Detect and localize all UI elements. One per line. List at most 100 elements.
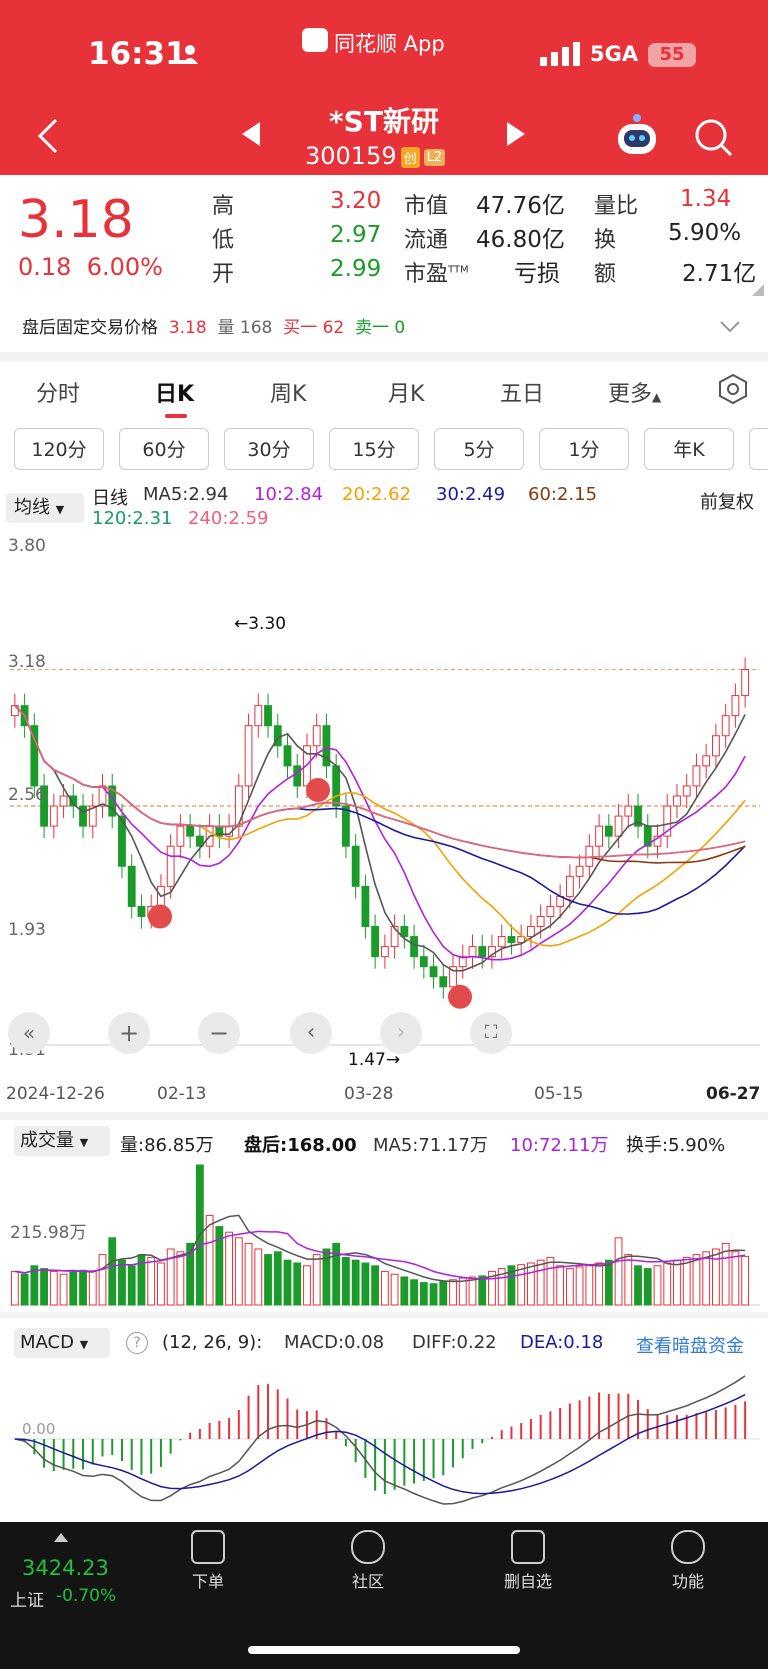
diff-value: DIFF:0.22 [412, 1332, 497, 1353]
tab-daily-k[interactable]: 日K [155, 382, 195, 407]
fullscreen-button[interactable]: ⛶ [470, 1012, 512, 1054]
volume-bar [205, 1214, 214, 1306]
tab-five-day[interactable]: 五日 [500, 382, 545, 407]
period-60min[interactable]: 60分 [119, 428, 209, 470]
period-year-k[interactable]: 年K [644, 428, 734, 470]
candle-body [371, 926, 380, 958]
volume-chart[interactable] [0, 1160, 768, 1310]
ma120-value: 120:2.31 [92, 508, 173, 529]
volume-bar [49, 1270, 58, 1306]
candle-body [380, 946, 389, 958]
community-button[interactable]: 社区 [308, 1530, 428, 1592]
open-value: 2.99 [330, 256, 382, 282]
volume-bar [127, 1265, 136, 1306]
battery-icon: 55 [648, 43, 696, 67]
candle-body [458, 956, 467, 968]
functions-button[interactable]: 功能 [628, 1530, 748, 1592]
tab-monthly-k[interactable]: 月K [388, 382, 425, 407]
app-name: 同花顺 App [334, 32, 445, 56]
volume-bar [264, 1254, 272, 1306]
order-label: 下单 [191, 1572, 224, 1591]
ma30-value: 30:2.49 [436, 484, 506, 505]
search-icon[interactable] [694, 118, 734, 162]
amount-value: 2.71亿 [682, 261, 757, 287]
period-more[interactable] [749, 428, 768, 470]
period-5min[interactable]: 5分 [434, 428, 524, 470]
candle-body [88, 805, 97, 827]
mktcap-label: 市值 [404, 194, 449, 219]
settings-icon[interactable] [718, 373, 748, 408]
network-type: 5GA [590, 42, 639, 66]
back-icon[interactable] [36, 118, 60, 158]
macd-params: (12, 26, 9): [162, 1332, 263, 1353]
person-icon [181, 44, 199, 64]
candle-body [234, 785, 243, 827]
period-120min[interactable]: 120分 [14, 428, 104, 470]
tab-weekly-k[interactable]: 周K [270, 382, 307, 407]
candle-body [293, 765, 302, 787]
next-stock-icon[interactable] [505, 122, 525, 150]
candle-body [254, 705, 263, 727]
candle-body [312, 725, 321, 747]
remove-watchlist-button[interactable]: 删自选 [468, 1530, 588, 1592]
volume-after-hours: 盘后:168.00 [244, 1135, 357, 1156]
chevron-down-icon[interactable] [720, 318, 740, 337]
signal-duo-marker [148, 904, 172, 929]
volume-bar [59, 1273, 68, 1306]
ma-selector[interactable]: 均线 ▼ [6, 493, 84, 523]
volume-ma5: MA5:71.17万 [373, 1135, 488, 1156]
volume-bar [225, 1231, 233, 1306]
pan-right-button[interactable]: › [380, 1012, 422, 1054]
order-button[interactable]: 下单 [148, 1530, 268, 1592]
signal-duo-marker [448, 984, 472, 1009]
candle-body [682, 785, 691, 797]
divider [0, 352, 768, 362]
volume-bar [585, 1265, 594, 1306]
period-15min[interactable]: 15分 [329, 428, 419, 470]
amount-label: 额 [594, 262, 617, 287]
prev-stock-icon[interactable] [242, 122, 262, 150]
volume-ma10: 10:72.11万 [510, 1135, 609, 1156]
candle-body [712, 735, 720, 757]
macd-selector[interactable]: MACD ▼ [14, 1328, 110, 1358]
help-icon[interactable]: ? [126, 1332, 148, 1354]
zoom-out-button[interactable]: − [198, 1012, 240, 1054]
volume-bar [702, 1251, 711, 1306]
candle-body [264, 705, 272, 727]
period-1min[interactable]: 1分 [539, 428, 629, 470]
candle-body [634, 805, 642, 827]
functions-label: 功能 [671, 1572, 704, 1591]
volume-bar [30, 1265, 39, 1306]
candle-body [49, 805, 58, 827]
adjust-mode[interactable]: 前复权 [700, 492, 754, 513]
macd-chart[interactable] [0, 1364, 768, 1514]
board-tag: 创 [400, 146, 420, 168]
volume-bar [20, 1273, 29, 1306]
volume-bar [361, 1262, 370, 1306]
volume-bar [488, 1270, 496, 1306]
x-tick-3: 03-28 [344, 1084, 394, 1104]
tab-more[interactable]: 更多▲ [608, 376, 661, 408]
rewind-button[interactable]: « [8, 1012, 50, 1054]
candle-body [624, 805, 633, 817]
candle-body [585, 845, 594, 867]
float-label: 流通 [404, 228, 449, 253]
y-tick-3: 2.56 [8, 785, 46, 805]
volume-bar [157, 1262, 165, 1306]
candle-body [98, 785, 107, 807]
dark-pool-link[interactable]: 查看暗盘资金 [636, 1336, 744, 1357]
kline-chart[interactable] [0, 535, 768, 1095]
period-30min[interactable]: 30分 [224, 428, 314, 470]
robot-icon[interactable] [614, 112, 660, 160]
candle-body [673, 795, 681, 807]
index-value[interactable]: 3424.23 [22, 1556, 109, 1580]
candle-body [195, 835, 204, 847]
pan-left-button[interactable]: ‹ [290, 1012, 332, 1054]
after-hours-row[interactable]: 盘后固定交易价格 3.18 量 168 买一 62 卖一 0 [22, 313, 405, 338]
tab-more-label: 更多 [608, 382, 653, 407]
stock-title: *ST新研 [329, 105, 439, 138]
tab-fenshi[interactable]: 分时 [36, 382, 81, 407]
volume-bar [351, 1259, 360, 1306]
zoom-in-button[interactable]: + [108, 1012, 150, 1054]
volume-selector[interactable]: 成交量 ▼ [14, 1126, 110, 1156]
